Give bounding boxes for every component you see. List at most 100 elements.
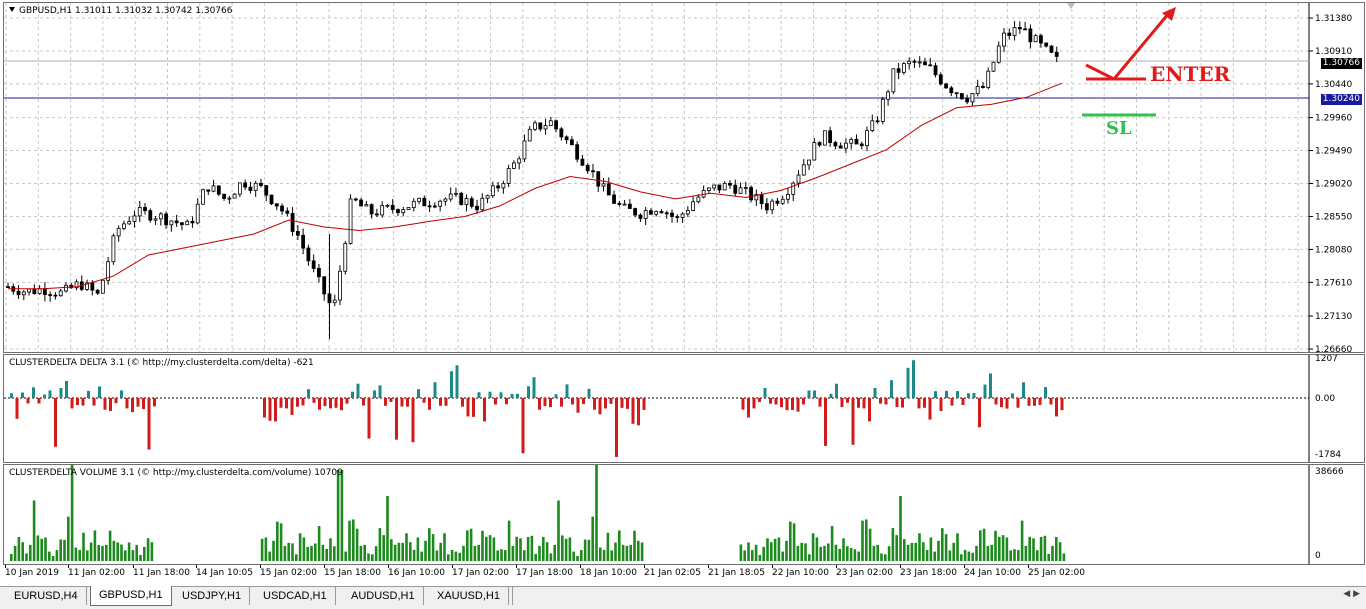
candle-bull xyxy=(548,120,553,127)
tab-xauusd-h1[interactable]: XAUUSD,H1 xyxy=(429,587,509,605)
candle-bull xyxy=(169,220,174,226)
candle-bull xyxy=(411,200,416,208)
delta-bar xyxy=(516,393,519,398)
candle-bull xyxy=(237,182,242,195)
volume-bar xyxy=(150,542,154,561)
volume-bar xyxy=(36,535,40,561)
time-tick xyxy=(516,565,517,568)
volume-bar xyxy=(975,545,978,561)
time-label: 11 Jan 18:00 xyxy=(133,568,190,578)
candle-bear xyxy=(180,222,184,226)
candle-bear xyxy=(295,231,300,236)
delta-bar xyxy=(21,392,24,398)
candle-bear xyxy=(274,203,279,207)
volume-bar xyxy=(127,542,131,561)
volume-bar xyxy=(530,535,534,561)
delta-bar xyxy=(532,377,536,398)
volume-bar xyxy=(910,542,914,561)
volume-bar xyxy=(979,530,982,561)
delta-bar xyxy=(1049,398,1053,405)
volume-indicator-canvas[interactable]: 38666 0 xyxy=(4,465,1364,564)
candle-bear xyxy=(912,60,917,63)
candle-bull xyxy=(364,204,369,207)
volume-bar xyxy=(302,537,306,561)
price-chart-canvas[interactable]: 1.31380 1.30910 1.30440 1.29960 1.29490 1.290… xyxy=(4,3,1364,352)
scroll-right-icon[interactable]: ▶ xyxy=(1353,589,1360,599)
candle-bear xyxy=(612,194,616,204)
candle-bear xyxy=(959,93,964,100)
scroll-left-icon[interactable]: ◀ xyxy=(1343,589,1351,599)
volume-bar xyxy=(458,552,461,561)
candle-bull xyxy=(401,209,406,214)
volume-bar xyxy=(534,553,537,561)
chart-menu-triangle-icon[interactable] xyxy=(9,7,15,12)
volume-bar xyxy=(93,530,97,561)
candle-bear xyxy=(42,288,47,295)
delta-bar xyxy=(351,391,354,398)
price-chart-panel[interactable]: GBPUSD,H1 1.31011 1.31032 1.30742 1.3076… xyxy=(3,2,1365,353)
volume-bar xyxy=(637,540,640,561)
time-tick xyxy=(900,565,901,568)
chart-tab-bar: EURUSD,H4 GBPUSD,H1 USDJPY,H1 USDCAD,H1 … xyxy=(0,586,1366,609)
volume-bar xyxy=(792,523,796,561)
volume-bar xyxy=(317,526,321,561)
delta-indicator-canvas[interactable]: 1207 0.00 -1784 xyxy=(4,355,1364,462)
candle-bull xyxy=(701,190,706,198)
candle-bull xyxy=(886,91,890,100)
volume-bar xyxy=(382,535,385,561)
delta-bar xyxy=(758,398,761,402)
volume-scale-label: 0 xyxy=(1315,551,1321,561)
candle-bull xyxy=(696,196,701,203)
candle-bear xyxy=(875,120,880,123)
delta-bar xyxy=(1011,393,1014,398)
volume-bar xyxy=(82,532,85,561)
delta-bar xyxy=(362,398,365,406)
delta-bar xyxy=(620,398,624,408)
time-tick xyxy=(708,565,709,568)
volume-bar xyxy=(1024,545,1028,561)
volume-bar xyxy=(971,552,974,561)
time-label: 10 Jan 2019 xyxy=(5,568,59,578)
volume-bar xyxy=(393,544,397,561)
volume-bar xyxy=(811,533,815,561)
tab-usdcad-h1[interactable]: USDCAD,H1 xyxy=(255,587,336,605)
delta-bar xyxy=(906,367,910,398)
time-label: 25 Jan 02:00 xyxy=(1028,568,1085,578)
volume-bar xyxy=(853,549,857,561)
candle-bull xyxy=(917,61,922,64)
volume-bar xyxy=(105,544,108,561)
delta-bar xyxy=(312,398,316,403)
candle-bear xyxy=(148,210,153,221)
delta-bar xyxy=(466,398,470,417)
price-label: 1.30910 xyxy=(1315,47,1352,57)
volume-bar xyxy=(74,547,78,561)
tab-gbpusd-h1[interactable]: GBPUSD,H1 xyxy=(90,586,172,606)
candle-bull xyxy=(100,279,105,294)
bid-price-tag: 1.30766 xyxy=(1320,58,1362,69)
candle-bull xyxy=(37,288,42,294)
candle-bear xyxy=(1028,28,1033,43)
volume-bar xyxy=(819,546,822,561)
candle-bear xyxy=(591,170,595,173)
volume-bar xyxy=(272,540,275,561)
volume-bar xyxy=(903,539,906,561)
tab-scroll-arrows[interactable]: ◀ ▶ xyxy=(1343,589,1360,599)
candle-bear xyxy=(633,208,638,216)
candle-bear xyxy=(243,182,248,188)
tab-audusd-h1[interactable]: AUDUSD,H1 xyxy=(343,587,424,605)
volume-indicator-panel[interactable]: CLUSTERDELTA VOLUME 3.1 (© http://my.clu… xyxy=(3,464,1365,565)
candle-bull xyxy=(232,193,237,199)
tab-eurusd-h4[interactable]: EURUSD,H4 xyxy=(6,587,87,605)
volume-bar xyxy=(48,551,51,561)
delta-bar xyxy=(807,390,811,398)
volume-bar xyxy=(1039,536,1043,561)
volume-bar xyxy=(378,528,382,561)
time-label: 15 Jan 02:00 xyxy=(260,568,317,578)
chart-shift-marker-icon xyxy=(1067,3,1075,9)
candle-bull xyxy=(807,159,811,166)
price-label: 1.29020 xyxy=(1315,180,1352,190)
price-label: 1.31380 xyxy=(1315,14,1352,24)
tab-usdjpy-h1[interactable]: USDJPY,H1 xyxy=(174,587,251,605)
delta-indicator-panel[interactable]: CLUSTERDELTA DELTA 3.1 (© http://my.clus… xyxy=(3,354,1365,463)
volume-bar xyxy=(614,542,617,561)
